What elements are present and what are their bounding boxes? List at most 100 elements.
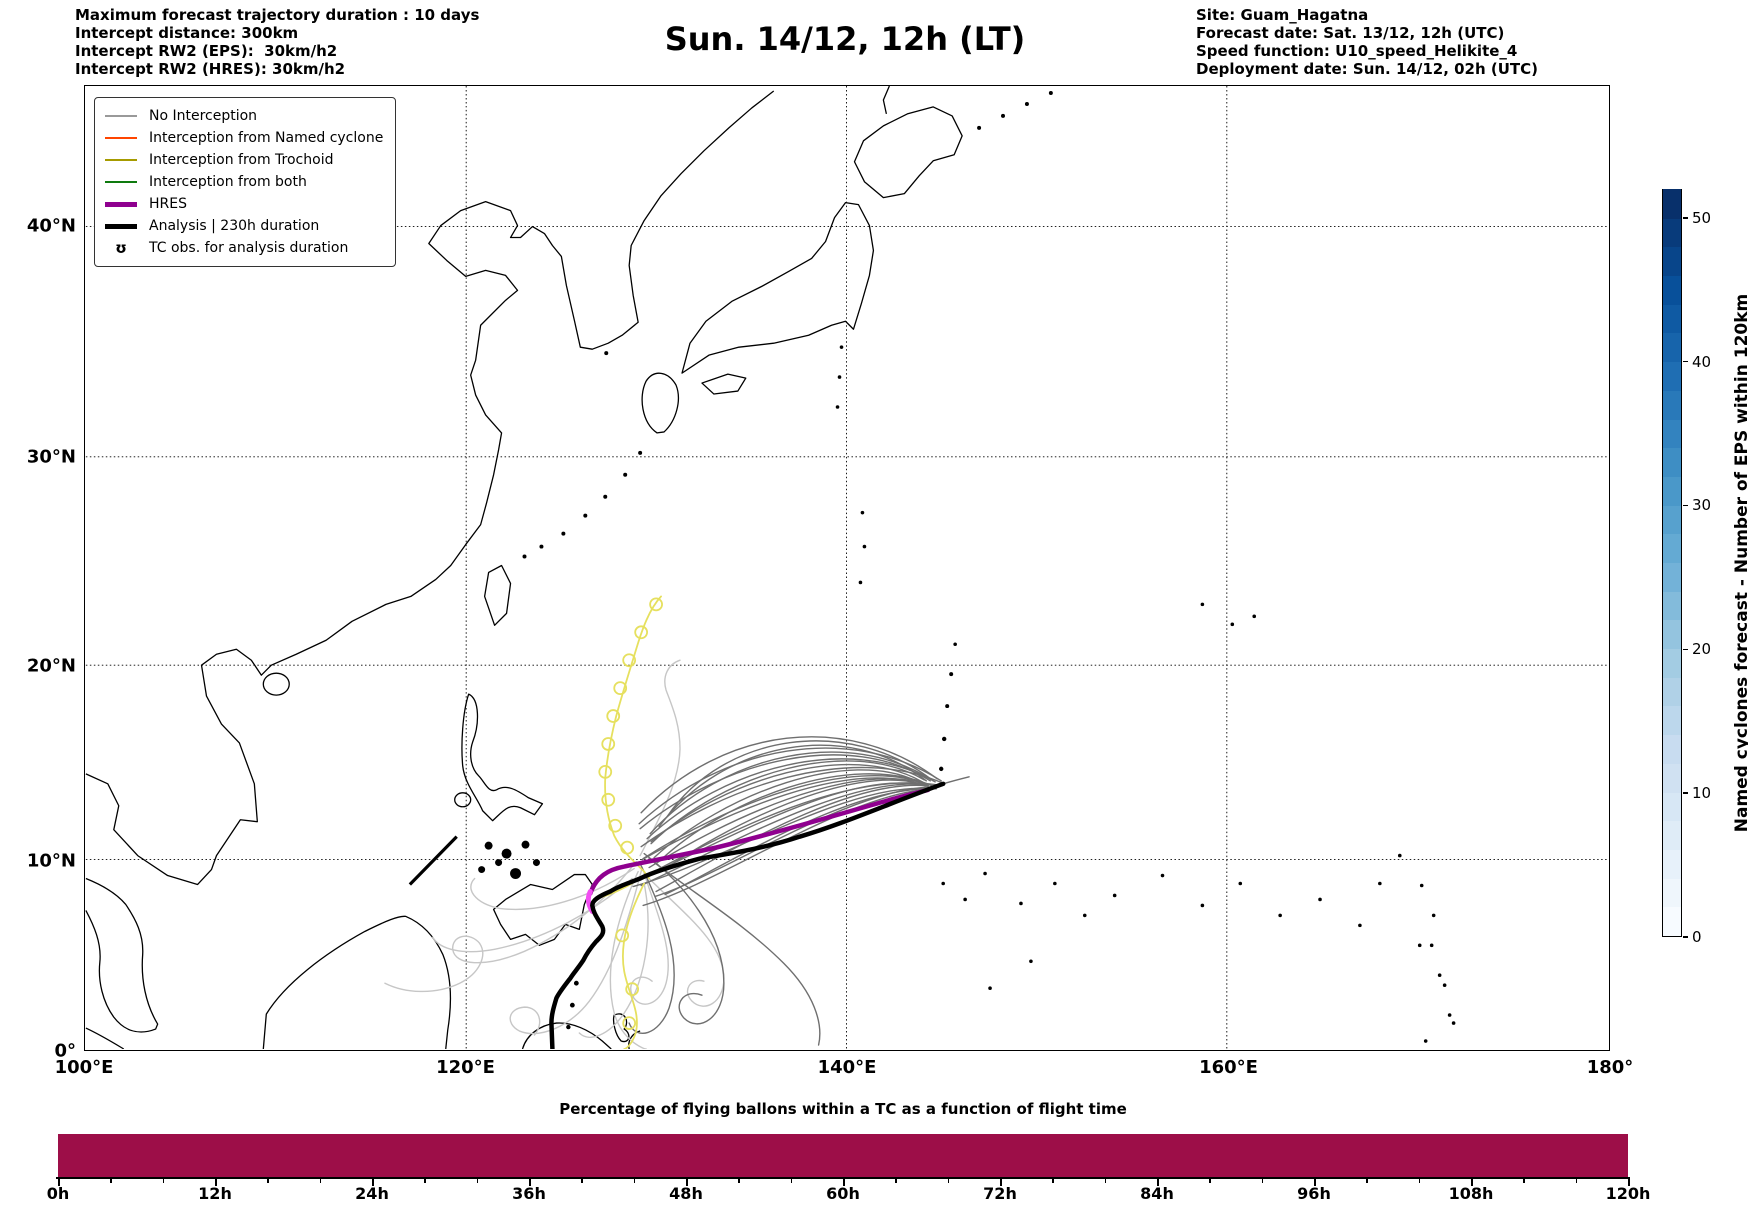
eps-tracks-fan [628, 736, 970, 1046]
bar-minor-tick [738, 1179, 740, 1183]
max-duration-text: Maximum forecast trajectory duration : 1… [75, 6, 480, 24]
header-right-metadata: Site: Guam_Hagatna Forecast date: Sat. 1… [1196, 6, 1538, 78]
colorbar [1662, 189, 1682, 937]
bar-minor-tick [1104, 1179, 1107, 1183]
colorbar-band [1663, 705, 1681, 736]
bar-major-tick [529, 1179, 531, 1186]
bar-major-tick [1000, 1179, 1002, 1186]
colorbar-band [1663, 418, 1681, 449]
island-dots [478, 90, 1456, 1043]
colorbar-tick [1683, 648, 1688, 651]
colorbar-band [1663, 906, 1681, 936]
map-drawing [85, 86, 1608, 1049]
forecast-date-text: Forecast date: Sat. 13/12, 12h (UTC) [1196, 24, 1505, 42]
colorbar-band [1663, 619, 1681, 650]
colorbar-band [1663, 791, 1681, 822]
bar-major-tick [58, 1179, 60, 1186]
colorbar-tick-label: 0 [1692, 928, 1702, 946]
legend-line-swatch [105, 201, 137, 207]
bar-minor-tick [1261, 1179, 1264, 1183]
legend-item-label: Interception from both [149, 174, 307, 190]
bar-minor-tick [424, 1179, 426, 1183]
bar-tick-label: 96h [1297, 1184, 1331, 1203]
x-tick-label: 160°E [1199, 1057, 1258, 1078]
intercept-distance-text: Intercept distance: 300km [75, 24, 299, 42]
bar-minor-tick [162, 1179, 165, 1183]
bar-minor-tick [1575, 1179, 1578, 1183]
hres-track [588, 787, 931, 896]
colorbar-tick [1683, 360, 1688, 363]
trochoid-track [595, 595, 663, 1049]
eps-tracks-light [384, 659, 725, 1049]
bar-minor-tick [633, 1179, 636, 1183]
colorbar-tick [1683, 936, 1688, 938]
bar-minor-tick [1209, 1179, 1211, 1183]
bar-minor-tick [790, 1179, 793, 1183]
legend-line-swatch [105, 223, 137, 229]
y-tick-label: 10°N [26, 850, 76, 872]
colorbar-tick-label: 30 [1692, 496, 1712, 515]
colorbar-band [1663, 246, 1681, 277]
legend-item-label: HRES [149, 196, 187, 212]
colorbar-label: Named cyclones forecast - Number of EPS … [1732, 293, 1748, 833]
colorbar-tick-label: 50 [1692, 208, 1712, 227]
bar-chart-title: Percentage of flying ballons within a TC… [559, 1100, 1127, 1118]
bar-major-tick [1157, 1179, 1159, 1186]
x-tick-label: 120°E [436, 1057, 495, 1078]
tc-symbol-icon: ʊ [115, 239, 127, 257]
legend-item: Analysis | 230h duration [105, 215, 383, 237]
y-tick-label: 0° [54, 1040, 76, 1062]
legend-item: ʊ TC obs. for analysis duration [105, 237, 383, 259]
legend-line-swatch [105, 137, 137, 139]
bar-tick-label: 36h [512, 1184, 546, 1203]
colorbar-band [1663, 820, 1681, 850]
grid-lines [85, 86, 1608, 1049]
bar-minor-tick [895, 1179, 897, 1183]
bar-major-tick [372, 1179, 374, 1186]
colorbar-tick [1683, 504, 1688, 507]
bar-major-tick [843, 1179, 845, 1186]
bar-minor-tick [1418, 1179, 1421, 1183]
analysis-track [549, 781, 946, 1049]
bar-minor-tick [110, 1179, 112, 1183]
legend-line-swatch [105, 159, 137, 161]
deployment-date-text: Deployment date: Sun. 14/12, 02h (UTC) [1196, 60, 1539, 78]
colorbar-band [1663, 591, 1681, 621]
colorbar-band [1663, 648, 1681, 678]
speed-function-text: Speed function: U10_speed_Helikite_4 [1196, 42, 1518, 60]
colorbar-tick [1683, 792, 1688, 794]
y-tick-label: 40°N [26, 215, 76, 237]
legend-item-label: Interception from Named cyclone [149, 130, 384, 146]
bar-tick-label: 108h [1448, 1184, 1494, 1203]
legend-line-swatch [105, 115, 137, 117]
bar-major-tick [686, 1179, 688, 1186]
x-tick-label: 140°E [817, 1057, 877, 1078]
colorbar-band [1663, 505, 1681, 535]
trajectory-map: No Interception Interception from Named c… [84, 85, 1610, 1051]
bar-minor-tick [267, 1179, 269, 1183]
bar-major-tick [215, 1179, 217, 1186]
colorbar-tick-label: 10 [1692, 784, 1712, 803]
colorbar-band [1663, 562, 1681, 592]
bar-major-tick [1628, 1179, 1630, 1186]
colorbar-tick-label: 20 [1692, 640, 1712, 659]
y-tick-label: 30°N [26, 446, 76, 468]
bar-chart-bar [58, 1134, 1628, 1177]
coastlines [85, 86, 963, 1049]
colorbar-band [1663, 304, 1681, 334]
colorbar-band [1663, 218, 1681, 248]
colorbar-band [1663, 189, 1681, 219]
colorbar-tick [1683, 217, 1688, 219]
colorbar-band [1663, 361, 1681, 391]
map-legend: No Interception Interception from Named c… [94, 97, 397, 267]
bar-tick-label: 12h [198, 1184, 232, 1203]
bar-tick-label: 120h [1605, 1184, 1651, 1203]
legend-item-label: TC obs. for analysis duration [149, 240, 349, 256]
bar-minor-tick [319, 1179, 322, 1183]
site-text: Site: Guam_Hagatna [1196, 6, 1369, 24]
y-tick-label: 20°N [26, 655, 76, 677]
legend-item: Interception from Trochoid [105, 149, 383, 171]
colorbar-band [1663, 533, 1681, 563]
colorbar-band [1663, 734, 1681, 764]
